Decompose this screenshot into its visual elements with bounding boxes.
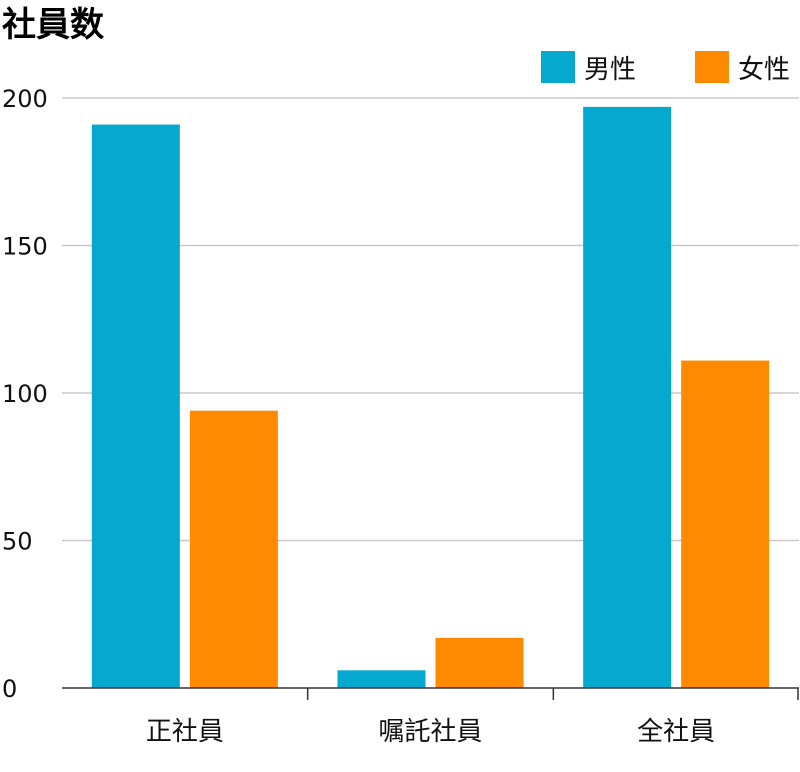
x-category-label: 全社員	[637, 717, 715, 747]
y-tick-label: 100	[2, 380, 48, 408]
x-axis: 正社員 嘱託社員 全社員	[62, 687, 799, 747]
bars	[91, 106, 770, 689]
legend-swatch-female	[695, 51, 729, 83]
bar-female-2	[681, 360, 770, 688]
legend: 男性 女性	[541, 51, 790, 85]
bar-male-2	[583, 106, 672, 689]
bar-female-0	[189, 410, 278, 688]
legend-label-female: 女性	[738, 55, 790, 85]
y-axis-ticks: 0 50 100 150 200	[2, 85, 48, 703]
x-category-label: 正社員	[146, 717, 224, 747]
bar-female-1	[435, 637, 524, 688]
y-tick-label: 0	[2, 675, 17, 703]
grid-lines	[62, 97, 799, 542]
y-tick-label: 50	[2, 528, 33, 556]
bar-male-0	[91, 124, 180, 689]
legend-label-male: 男性	[584, 55, 636, 85]
x-category-label: 嘱託社員	[378, 717, 482, 747]
chart-title: 社員数	[2, 5, 104, 45]
legend-swatch-male	[541, 51, 575, 83]
bar-male-1	[337, 670, 426, 688]
y-tick-label: 150	[2, 233, 48, 261]
y-tick-label: 200	[2, 85, 48, 113]
